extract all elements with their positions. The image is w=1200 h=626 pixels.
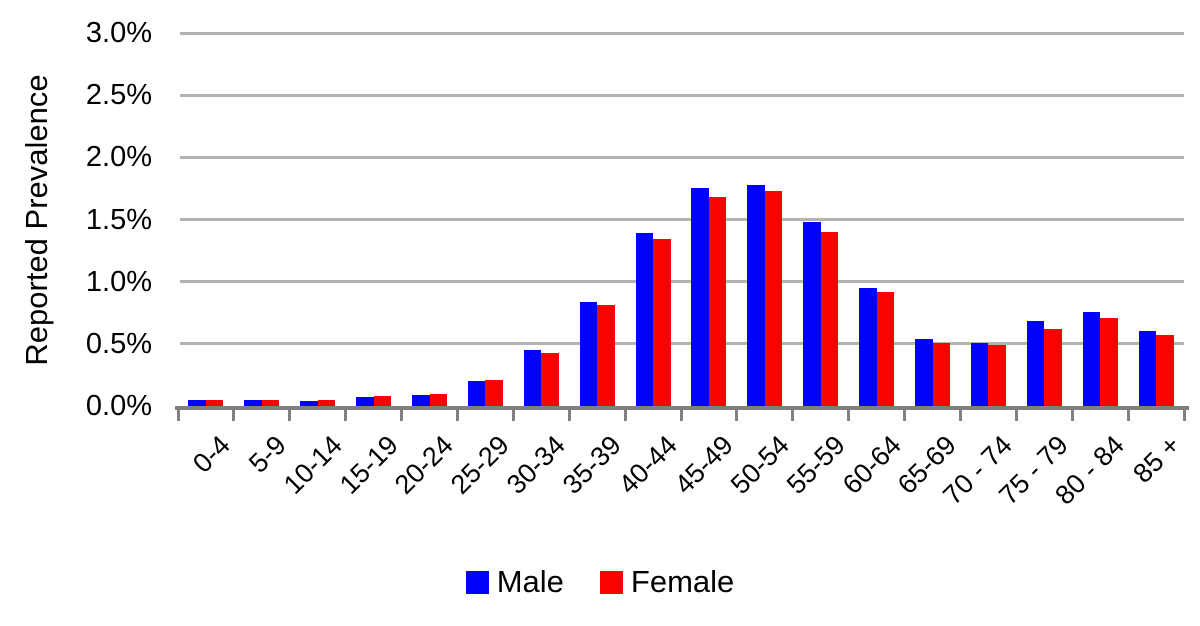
bar-female-65-69 xyxy=(932,342,950,406)
bar-female-35-39 xyxy=(597,305,615,406)
y-tick-label-1-0: 1.0% xyxy=(85,265,152,298)
legend-item-male: Male xyxy=(465,564,564,600)
gridline-0.5pct xyxy=(180,342,1184,346)
x-axis-label-35-39: 35-39 xyxy=(556,429,628,500)
x-tick-mark xyxy=(791,408,795,421)
x-tick-mark xyxy=(847,408,851,421)
gridline-1.0pct xyxy=(180,280,1184,284)
bar-male-35-39 xyxy=(579,301,598,406)
x-tick-mark xyxy=(344,408,348,421)
x-tick-mark xyxy=(958,408,962,421)
x-tick-mark xyxy=(400,408,404,421)
x-tick-mark xyxy=(1014,408,1018,421)
y-tick-label-2-5: 2.5% xyxy=(85,79,152,112)
x-axis-label-15-19: 15-19 xyxy=(333,429,404,500)
bar-female-20-24 xyxy=(429,393,447,406)
x-axis-label-20-24: 20-24 xyxy=(389,429,460,500)
bar-female-10-14 xyxy=(317,399,336,406)
bar-male-80-84 xyxy=(1082,311,1101,406)
y-tick-label-0-0: 0.0% xyxy=(85,390,152,422)
bar-female-75-79 xyxy=(1044,328,1062,406)
bar-male-55-59 xyxy=(803,222,821,406)
y-tick-label-0-5: 0.5% xyxy=(85,327,152,360)
x-tick-mark xyxy=(903,408,907,421)
x-axis-label-55-59: 55-59 xyxy=(780,429,851,500)
bar-female-80-84 xyxy=(1100,317,1118,406)
y-tick-label-3-0: 3.0% xyxy=(85,17,152,50)
bar-female-0-4 xyxy=(205,399,224,406)
bar-female-5-9 xyxy=(261,399,280,406)
x-tick-mark xyxy=(455,408,459,421)
bar-female-70-74 xyxy=(988,345,1006,406)
bar-male-15-19 xyxy=(356,397,374,406)
gridline-2.5pct xyxy=(180,93,1184,97)
x-tick-mark xyxy=(288,408,292,421)
bar-female-50-54 xyxy=(764,190,783,406)
x-tick-mark xyxy=(1070,408,1074,421)
x-axis-label-30-34: 30-34 xyxy=(501,429,572,500)
y-tick-label-1-5: 1.5% xyxy=(85,203,152,236)
x-axis-label-45-49: 45-49 xyxy=(668,429,739,500)
x-axis-label-85-+: 85 + xyxy=(1126,429,1186,489)
legend-swatch-female xyxy=(599,570,623,594)
x-tick-mark xyxy=(176,408,180,421)
bar-male-50-54 xyxy=(747,184,765,406)
bar-male-10-14 xyxy=(300,401,318,406)
x-tick-mark xyxy=(567,408,571,421)
bar-male-70-74 xyxy=(970,342,989,406)
bar-male-20-24 xyxy=(412,394,430,406)
bar-female-60-64 xyxy=(876,291,895,406)
legend-item-female: Female xyxy=(599,564,735,600)
x-axis-label-40-44: 40-44 xyxy=(612,429,683,500)
x-axis-label-10-14: 10-14 xyxy=(277,429,348,500)
bar-male-5-9 xyxy=(244,399,262,406)
gridline-1.5pct xyxy=(180,218,1184,222)
x-tick-mark xyxy=(1126,408,1130,421)
x-tick-mark xyxy=(232,408,236,421)
x-tick-mark xyxy=(679,408,683,421)
bar-female-55-59 xyxy=(820,231,839,406)
x-axis-label-0-4: 0-4 xyxy=(186,429,236,479)
x-tick-mark xyxy=(735,408,739,421)
bar-female-85-+ xyxy=(1156,335,1174,406)
bar-male-65-69 xyxy=(915,338,933,406)
gridline-3.0pct xyxy=(180,31,1184,35)
bar-female-40-44 xyxy=(653,239,671,406)
bar-male-85-+ xyxy=(1138,331,1157,406)
bar-male-30-34 xyxy=(523,350,542,406)
legend: Male Female xyxy=(0,564,1200,600)
bar-male-60-64 xyxy=(859,287,877,406)
bar-female-15-19 xyxy=(373,396,392,406)
bar-male-40-44 xyxy=(635,233,654,406)
bar-female-30-34 xyxy=(541,352,559,406)
x-tick-mark xyxy=(511,408,515,421)
bar-female-45-49 xyxy=(708,197,727,406)
x-tick-mark xyxy=(623,408,627,421)
gridline-2.0pct xyxy=(180,155,1184,159)
legend-swatch-male xyxy=(465,570,489,594)
bar-female-25-29 xyxy=(485,379,503,406)
bar-male-75-79 xyxy=(1026,321,1045,406)
legend-label-female: Female xyxy=(630,564,735,599)
x-axis-label-60-64: 60-64 xyxy=(836,429,907,500)
x-tick-mark xyxy=(1182,408,1186,421)
legend-label-male: Male xyxy=(496,564,564,599)
bar-male-45-49 xyxy=(691,188,709,406)
bar-male-25-29 xyxy=(467,381,486,406)
x-axis-label-50-54: 50-54 xyxy=(724,429,795,500)
x-axis-label-25-29: 25-29 xyxy=(445,429,516,500)
bar-male-0-4 xyxy=(188,399,206,406)
y-tick-label-2-0: 2.0% xyxy=(85,141,152,174)
